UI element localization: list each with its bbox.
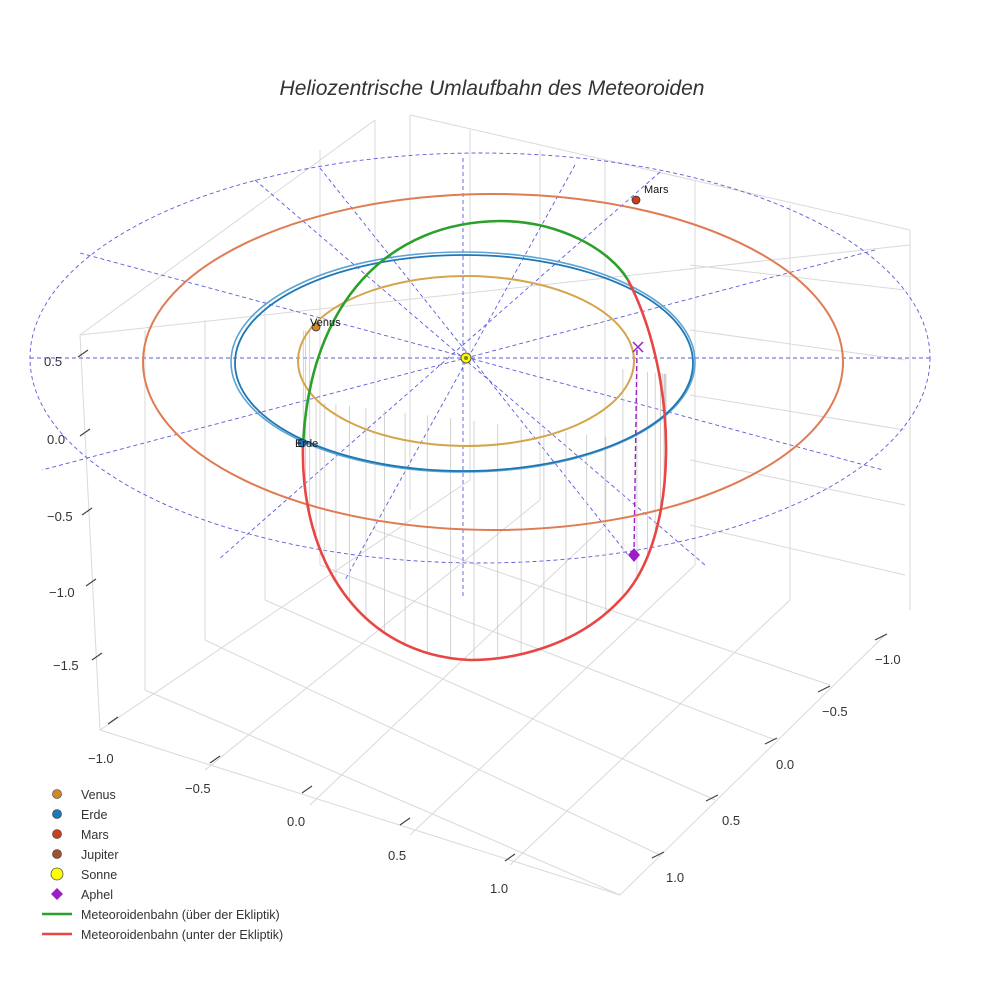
x-tick-label: 0.0 [287, 814, 305, 829]
grid-line [99, 479, 471, 731]
grid-line [319, 564, 776, 741]
x-tick-mark [209, 755, 221, 764]
grid-line [264, 599, 716, 801]
x-tick-labels: −1.0 −0.5 0.0 0.5 1.0 [88, 751, 508, 896]
mars-orbit [142, 193, 844, 531]
x-tick-mark [504, 853, 516, 862]
legend-mars-label: Mars [81, 828, 109, 842]
grid-line [689, 329, 906, 361]
venus-marker [311, 322, 321, 332]
grid-line [409, 564, 696, 836]
legend-sun-symbol [50, 867, 64, 881]
y-tick-label: 0.5 [722, 813, 740, 828]
grid-line [619, 634, 886, 896]
earth-orbit-outer [230, 251, 696, 473]
y-tick-mark [705, 794, 719, 802]
y-tick-mark [874, 633, 888, 641]
grid-line [689, 264, 906, 291]
z-tick-mark [77, 349, 89, 358]
x-tick-mark [107, 716, 119, 725]
z-tick-label: −1.0 [49, 585, 75, 600]
legend-jupiter-symbol [52, 849, 62, 859]
venus-orbit [297, 275, 635, 447]
venus-label: Venus [310, 317, 341, 329]
legend-jupiter-label: Jupiter [81, 848, 119, 862]
z-tick-mark [81, 507, 93, 516]
z-tick-label: −1.5 [53, 658, 79, 673]
z-tick-label: 0.5 [44, 354, 62, 369]
mars-marker [631, 195, 641, 205]
grid-line [144, 689, 621, 896]
x-tick-label: −0.5 [185, 781, 211, 796]
earth-orbit [234, 254, 694, 472]
aphel-marker [628, 548, 640, 562]
drop-lines [302, 330, 667, 660]
ecliptic-radial-line [254, 179, 706, 566]
grid-line [689, 459, 906, 506]
y-tick-mark [651, 851, 665, 859]
z-tick-mark [85, 578, 97, 587]
mars-label: Mars [644, 184, 669, 196]
aphel-projection-marker [632, 341, 644, 353]
chart-title: Heliozentrische Umlaufbahn des Meteoroid… [280, 77, 705, 100]
legend-sun-label: Sonne [81, 868, 117, 882]
ecliptic-reference [29, 152, 931, 598]
z-tick-mark [91, 652, 103, 661]
sun-center [464, 356, 468, 360]
pane-grid [79, 114, 911, 896]
legend: Venus Erde Mars Jupiter Sonne Aphel Mete… [42, 788, 283, 942]
z-tick-labels: 0.5 0.0 −0.5 −1.0 −1.5 [44, 354, 79, 673]
y-tick-label: 0.0 [776, 757, 794, 772]
z-tick-label: 0.0 [47, 432, 65, 447]
y-tick-label: −0.5 [822, 704, 848, 719]
grid-line [204, 639, 661, 856]
y-tick-mark [817, 685, 831, 693]
legend-earth-symbol [52, 809, 62, 819]
y-tick-labels: −1.0 −0.5 0.0 0.5 1.0 [666, 652, 901, 885]
aphel-projection-line [633, 349, 638, 554]
legend-venus-label: Venus [81, 788, 116, 802]
ecliptic-radial-line [319, 167, 629, 556]
y-tick-label: 1.0 [666, 870, 684, 885]
meteoroid-orbit-above [301, 219, 630, 446]
legend-below-label: Meteoroidenbahn (unter der Ekliptik) [81, 928, 283, 942]
ecliptic-radial-line [41, 249, 876, 471]
legend-venus-symbol [52, 789, 62, 799]
x-tick-label: 1.0 [490, 881, 508, 896]
ecliptic-radial-line [79, 252, 884, 471]
ecliptic-radial-line [344, 164, 576, 581]
legend-earth-label: Erde [81, 808, 107, 822]
grid-line [309, 524, 606, 806]
x-tick-label: 0.5 [388, 848, 406, 863]
legend-above-label: Meteoroidenbahn (über der Ekliptik) [81, 908, 280, 922]
legend-aphel-label: Aphel [81, 888, 113, 902]
earth-marker [297, 438, 307, 448]
grid-line [99, 729, 621, 896]
axis-ticks [77, 349, 888, 862]
grid-line [79, 119, 376, 336]
z-tick-label: −0.5 [47, 509, 73, 524]
ecliptic-radial-line [217, 171, 661, 561]
y-tick-mark [764, 737, 778, 745]
grid-line [689, 524, 906, 576]
x-tick-label: −1.0 [88, 751, 114, 766]
x-tick-mark [301, 785, 313, 794]
grid-line [204, 499, 541, 771]
y-tick-label: −1.0 [875, 652, 901, 667]
grid-line [689, 394, 906, 431]
meteoroid-orbit-below [301, 279, 668, 662]
aphel-x-stroke [632, 341, 644, 353]
legend-mars-symbol [52, 829, 62, 839]
grid-line [509, 599, 791, 866]
z-tick-mark [79, 428, 91, 437]
grid-line [374, 529, 831, 686]
grid-line [79, 334, 101, 731]
earth-label: Erde [295, 438, 318, 450]
legend-aphel-symbol [51, 888, 63, 900]
x-tick-mark [399, 817, 411, 826]
